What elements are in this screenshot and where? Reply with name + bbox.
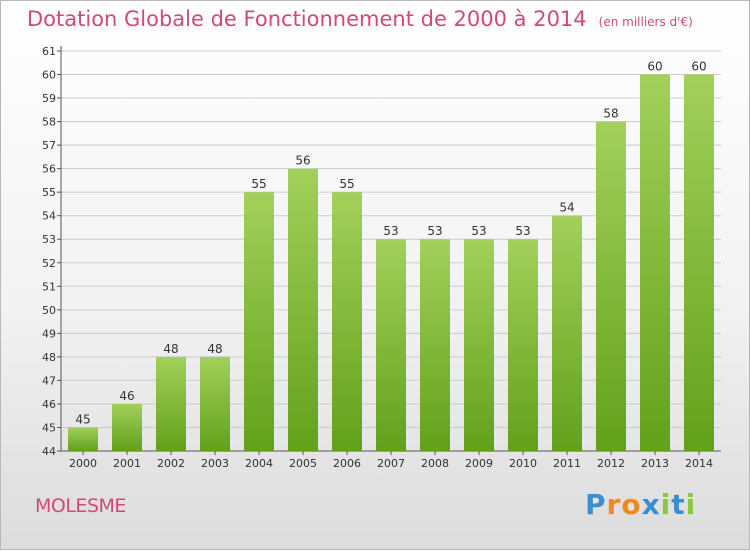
x-tick-label-2014: 2014	[685, 457, 713, 470]
y-tick-label: 61	[42, 45, 56, 58]
title-block: Dotation Globale de Fonctionnement de 20…	[27, 7, 693, 31]
bar-2013	[640, 74, 670, 451]
commune-name: MOLESME	[35, 495, 126, 517]
logo-letter: i	[660, 488, 672, 521]
bar-2010	[508, 239, 538, 451]
data-label-2000: 45	[75, 412, 90, 426]
x-tick-label-2008: 2008	[421, 457, 449, 470]
x-tick-label-2013: 2013	[641, 457, 669, 470]
x-tick-label-2010: 2010	[509, 457, 537, 470]
bar-2008	[420, 239, 450, 451]
y-tick-label: 44	[42, 445, 56, 458]
proxiti-logo[interactable]: Proxiti	[585, 488, 696, 521]
x-tick-label-2009: 2009	[465, 457, 493, 470]
data-label-2013: 60	[647, 60, 662, 74]
logo-letter: x	[641, 488, 661, 521]
bar-2004	[244, 192, 274, 452]
data-label-2008: 53	[427, 224, 442, 238]
x-tick-label-2004: 2004	[245, 457, 273, 470]
y-tick-label: 46	[42, 398, 56, 411]
data-label-2005: 56	[295, 154, 310, 168]
x-tick-label-2011: 2011	[553, 457, 581, 470]
bar-2000	[68, 427, 98, 451]
data-label-2002: 48	[163, 342, 178, 356]
data-label-2010: 53	[515, 224, 530, 238]
data-label-2001: 46	[119, 389, 134, 403]
x-tick-label-2003: 2003	[201, 457, 229, 470]
logo-letter: P	[585, 488, 607, 521]
bar-2005	[288, 168, 318, 451]
logo-letter: o	[621, 488, 642, 521]
y-tick-label: 53	[42, 233, 56, 246]
y-tick-label: 55	[42, 186, 56, 199]
chart-title: Dotation Globale de Fonctionnement de 20…	[27, 7, 587, 31]
data-labels: 45 46 48 48 55 56 55 53 53 53 53 54 58 60 60	[75, 60, 706, 427]
x-tick-label-2000: 2000	[69, 457, 97, 470]
y-tick-label: 56	[42, 163, 56, 176]
bar-2002	[156, 356, 186, 451]
bar-2009	[464, 239, 494, 451]
logo-letter: r	[606, 488, 622, 521]
bar-2001	[112, 403, 142, 451]
data-label-2007: 53	[383, 224, 398, 238]
data-label-2006: 55	[339, 177, 354, 191]
x-tick-label-2005: 2005	[289, 457, 317, 470]
y-tick-label: 52	[42, 257, 56, 270]
y-tick-label: 59	[42, 92, 56, 105]
y-tick-label: 57	[42, 139, 56, 152]
y-tick-label: 50	[42, 304, 56, 317]
bar-2006	[332, 192, 362, 452]
y-tick-label: 54	[42, 210, 56, 223]
y-tick-label: 58	[42, 116, 56, 129]
data-label-2014: 60	[691, 60, 706, 74]
data-label-2003: 48	[207, 342, 222, 356]
bar-2003	[200, 356, 230, 451]
bar-2007	[376, 239, 406, 451]
bars	[68, 74, 714, 452]
y-tick-label: 45	[42, 421, 56, 434]
data-label-2011: 54	[559, 201, 574, 215]
data-label-2012: 58	[603, 107, 618, 121]
x-tick-label-2001: 2001	[113, 457, 141, 470]
x-tick-label-2007: 2007	[377, 457, 405, 470]
bar-2014	[684, 74, 714, 451]
data-label-2004: 55	[251, 177, 266, 191]
y-tick-label: 60	[42, 69, 56, 82]
logo-letter: t	[671, 488, 686, 521]
logo-letter: i	[685, 488, 697, 521]
data-label-2009: 53	[471, 224, 486, 238]
bar-2012	[596, 121, 626, 452]
y-tick-label: 47	[42, 374, 56, 387]
y-tick-label: 48	[42, 351, 56, 364]
bar-2011	[552, 215, 582, 451]
x-tick-label-2006: 2006	[333, 457, 361, 470]
x-tick-label-2012: 2012	[597, 457, 625, 470]
x-tick-label-2002: 2002	[157, 457, 185, 470]
y-tick-label: 51	[42, 280, 56, 293]
chart-subtitle: (en milliers d'€)	[598, 15, 693, 29]
y-tick-label: 49	[42, 327, 56, 340]
